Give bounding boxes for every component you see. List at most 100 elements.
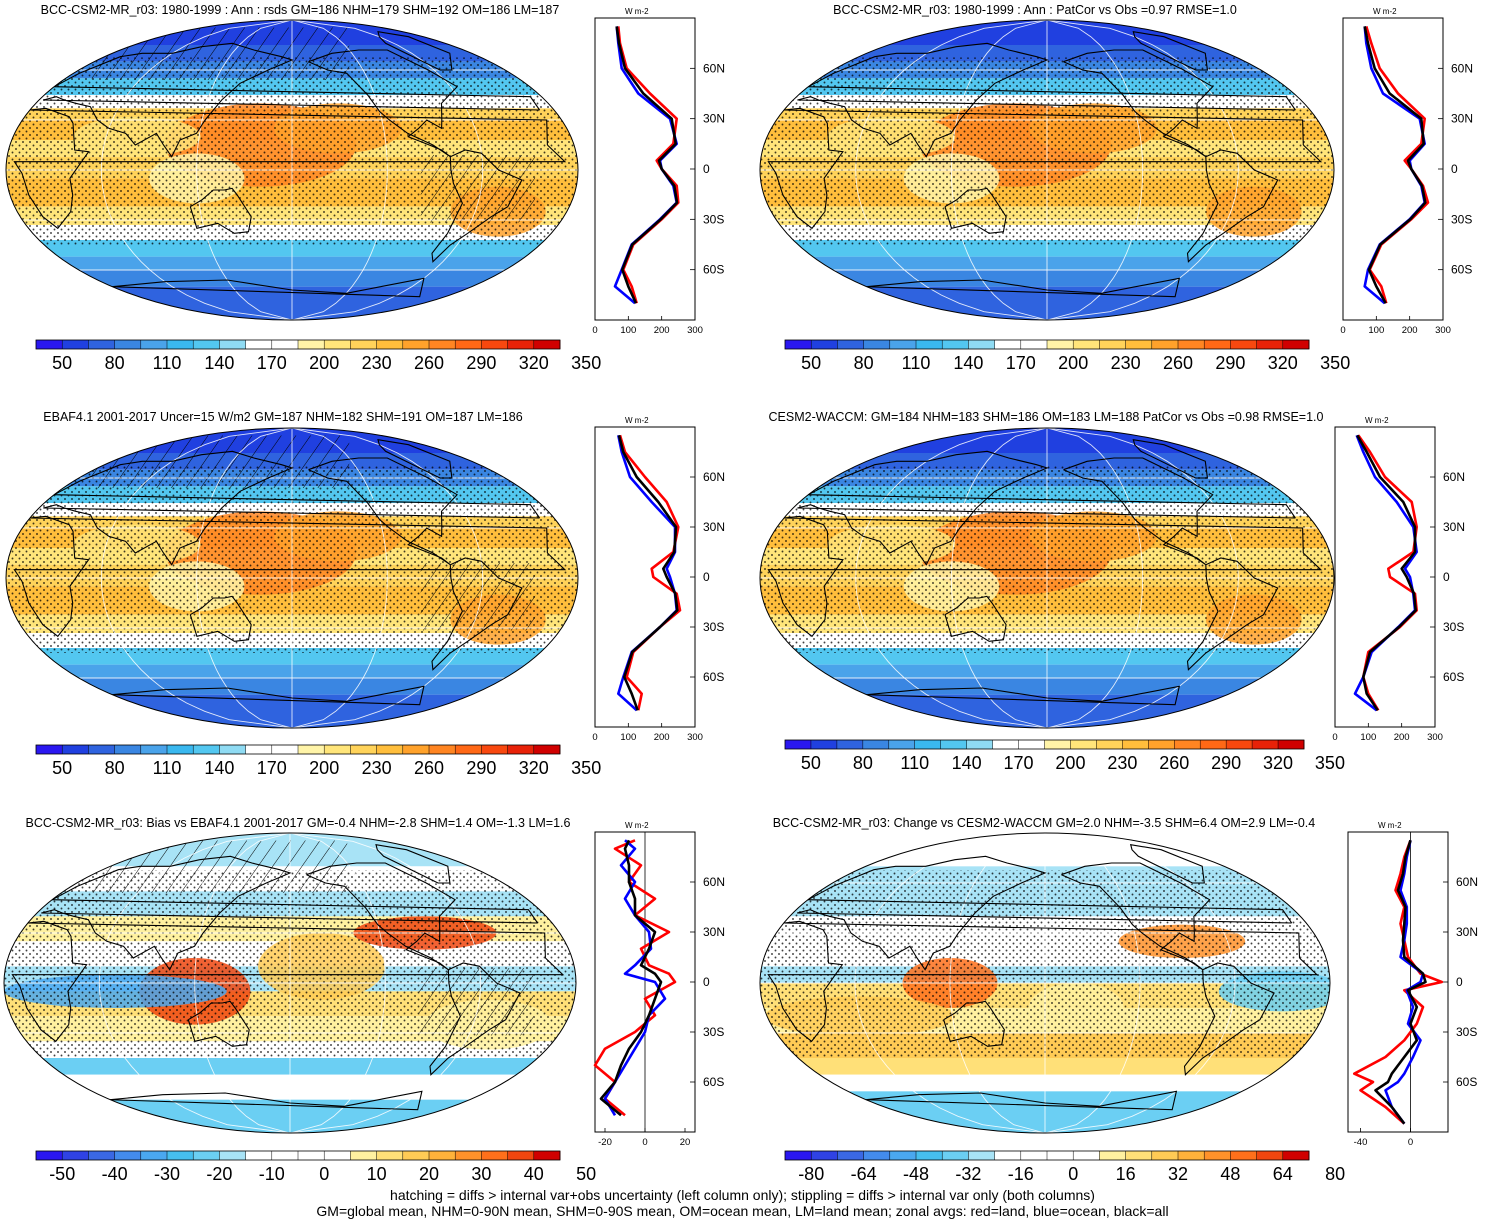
colorbar-3: 50 80 110 140 170 200 230 260 290 320 350 — [35, 744, 601, 778]
profile-xtick-label-1: 0 — [592, 732, 597, 743]
colorbar-swatch-12 — [1070, 740, 1097, 749]
profile-unit-label: W m-2 — [625, 821, 649, 830]
meridian-120 — [1046, 20, 1239, 320]
colorbar-tick-label-9: 30 — [471, 1164, 491, 1184]
colorbar-swatch-16 — [1178, 1151, 1205, 1160]
meridian-60 — [1046, 20, 1144, 320]
hatching-overlay-north — [91, 27, 350, 80]
continent-namerica — [308, 49, 458, 158]
colorbar-swatch-9 — [245, 340, 273, 349]
colorbar-swatch-8 — [219, 1151, 246, 1160]
colorbar-tick-label-6: 0 — [1068, 1164, 1078, 1184]
colorbar-swatch-1 — [785, 1151, 812, 1160]
continent-africa — [767, 515, 1323, 638]
colorbar-swatch-5 — [140, 745, 168, 754]
meridian-60 — [289, 833, 386, 1133]
profile-ytick-label-1: 60N — [703, 470, 725, 484]
colorbar-swatch-20 — [533, 1151, 561, 1160]
colorbar-tick-label-6: 200 — [1058, 353, 1088, 373]
continent-antarctica — [112, 685, 425, 706]
map-title-1: BCC-CSM2-MR_r03: 1980-1999 : Ann : rsds … — [41, 3, 560, 17]
colorbar-swatch-14 — [376, 1151, 404, 1160]
map-panel-5 — [3, 832, 577, 1134]
zonal-profile-2: W m-2 0 100 200 300 60N 30N 0 30S 60S — [1340, 7, 1473, 336]
map-panel-4 — [759, 427, 1335, 729]
map-field — [760, 428, 1334, 728]
map-border — [5, 19, 579, 321]
profile-ytick-label-1: 60N — [1451, 61, 1473, 75]
profile-xtick-label-4: 300 — [687, 325, 703, 336]
continent-greenland — [377, 31, 453, 71]
footer-line-2: GM=global mean, NHM=0-90N mean, SHM=0-90… — [316, 1203, 1169, 1219]
colorbar-tick-label-5: 170 — [1006, 353, 1036, 373]
colorbar-tick-label-11: 350 — [1315, 753, 1345, 773]
profile-ytick-label-1: 60N — [1456, 875, 1478, 889]
colorbar-tick-label-7: 230 — [1107, 753, 1137, 773]
colorbar-tick-label-8: 260 — [1163, 353, 1193, 373]
profile-xtick-label-1: 0 — [1340, 325, 1345, 336]
colorbar-tick-label-8: 260 — [1159, 753, 1189, 773]
profile-unit-label: W m-2 — [1373, 7, 1397, 16]
meridian-60 — [1044, 833, 1141, 1133]
hatching-overlay-tropics — [418, 968, 534, 1036]
continent-namerica — [1063, 49, 1214, 158]
colorbar-tick-label-1: -80 — [798, 1164, 824, 1184]
colorbar-1: 50 80 110 140 170 200 230 260 290 320 350 — [35, 339, 601, 373]
profile-frame — [1347, 831, 1449, 1133]
profile-xtick-label-4: 300 — [1427, 732, 1443, 743]
profile-unit-label: W m-2 — [625, 7, 649, 16]
meridian-120 — [1046, 428, 1239, 728]
profile-xtick-label-2: 100 — [620, 732, 636, 743]
colorbar-tick-label-2: -40 — [102, 1164, 128, 1184]
colorbar-swatch-14 — [1125, 1151, 1153, 1160]
colorbar-swatch-3 — [836, 740, 864, 749]
continent-namerica — [1063, 457, 1214, 566]
colorbar-swatch-17 — [1204, 1151, 1231, 1160]
colorbar-swatch-18 — [481, 1151, 508, 1160]
colorbar-swatch-8 — [968, 340, 995, 349]
profile-ytick-label-3: 0 — [703, 162, 710, 176]
colorbar-tick-label-8: 260 — [414, 758, 444, 778]
map-field — [760, 20, 1334, 320]
colorbar-tick-label-1: -50 — [49, 1164, 75, 1184]
colorbar-swatch-1 — [36, 745, 63, 754]
map-border — [5, 427, 579, 729]
colorbar-tick-label-11: 50 — [576, 1164, 596, 1184]
colorbar-tick-label-2: 80 — [105, 758, 125, 778]
map-title-5: BCC-CSM2-MR_r03: Bias vs EBAF4.1 2001-20… — [25, 816, 570, 830]
colorbar-swatch-13 — [1099, 1151, 1126, 1160]
profile-ytick-label-1: 60N — [1443, 470, 1465, 484]
colorbar-swatch-12 — [324, 1151, 351, 1160]
profile-ytick-label-1: 60N — [703, 875, 725, 889]
profile-ytick-label-5: 60S — [1443, 670, 1464, 684]
meridian-60 — [1046, 428, 1144, 728]
colorbar-swatch-6 — [916, 340, 943, 349]
colorbar-swatch-2 — [62, 340, 89, 349]
colorbar-swatch-4 — [114, 1151, 142, 1160]
profile-ytick-label-2: 30N — [1456, 925, 1478, 939]
continent-greenland — [1132, 31, 1209, 71]
colorbar-swatch-6 — [167, 1151, 194, 1160]
map-field — [760, 833, 1330, 1133]
hatching-overlay-tropics — [420, 155, 536, 223]
colorbar-swatch-19 — [1256, 340, 1284, 349]
profile-xtick-label-3: 200 — [654, 325, 670, 336]
colorbar-swatch-6 — [916, 1151, 943, 1160]
colorbar-tick-label-10: 64 — [1273, 1164, 1293, 1184]
colorbar-swatch-16 — [1178, 340, 1205, 349]
map-field — [6, 20, 578, 320]
profile-ytick-label-2: 30N — [703, 925, 725, 939]
profile-xtick-label-4: 300 — [1435, 325, 1451, 336]
map-panel-1 — [5, 19, 579, 321]
colorbar-swatch-11 — [298, 340, 325, 349]
profile-series-2 — [603, 839, 667, 1116]
colorbar-swatch-2 — [62, 1151, 89, 1160]
colorbar-swatch-10 — [1020, 340, 1048, 349]
zonal-profile-1: W m-2 0 100 200 300 60N 30N 0 30S 60S — [592, 7, 725, 336]
colorbar-tick-label-7: 230 — [1111, 353, 1141, 373]
meridian-120 — [291, 20, 484, 320]
colorbar-swatch-4 — [114, 340, 142, 349]
colorbar-swatch-19 — [507, 1151, 535, 1160]
meridian--120 — [855, 428, 1048, 728]
colorbar-swatch-16 — [429, 340, 456, 349]
